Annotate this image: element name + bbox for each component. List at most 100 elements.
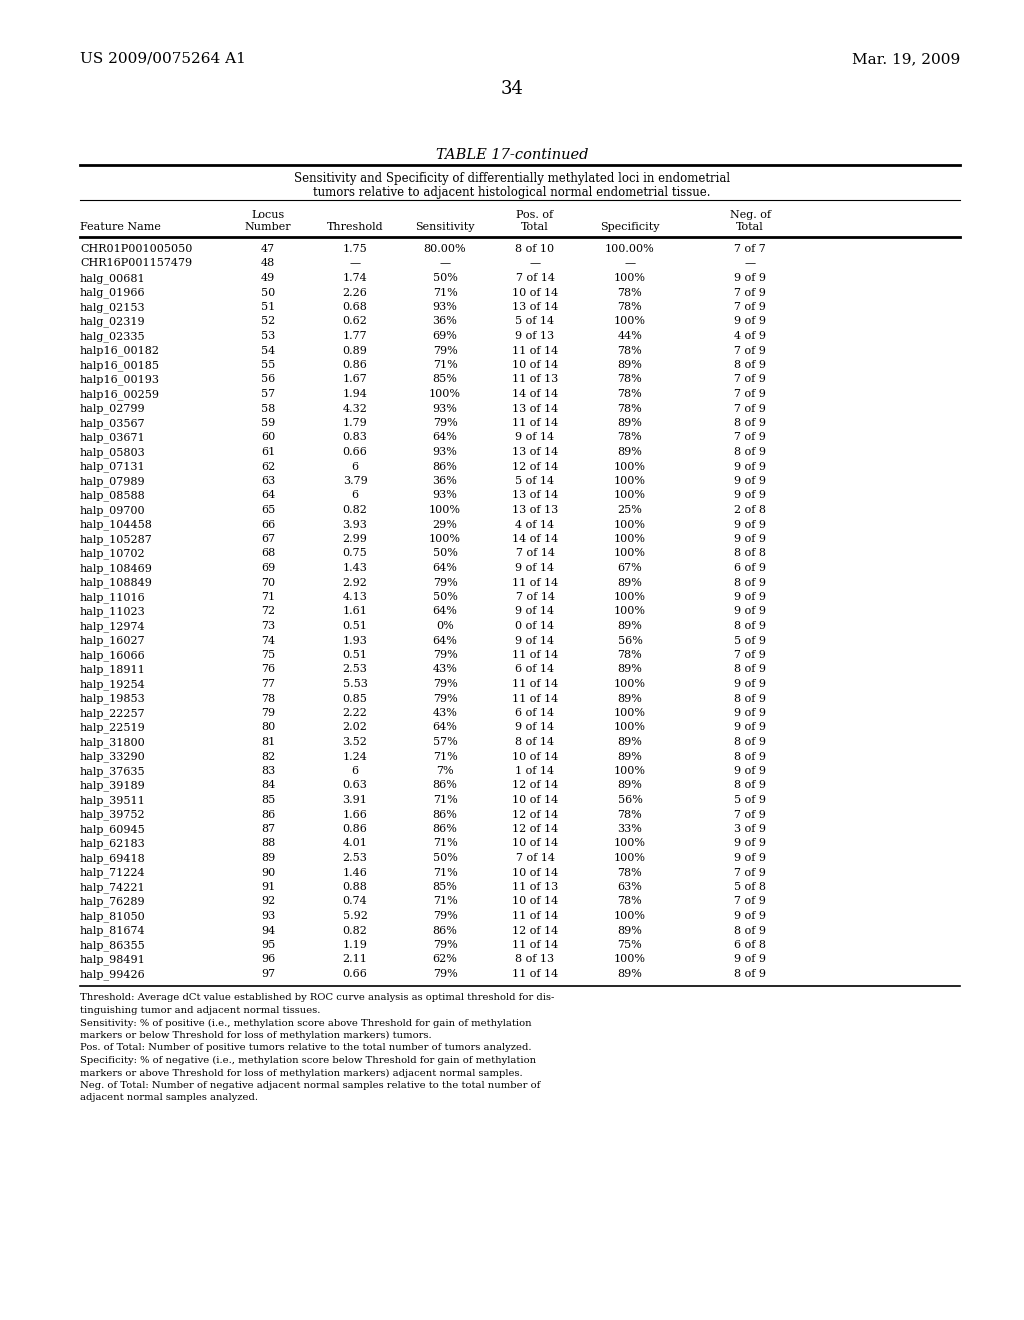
- Text: 58: 58: [261, 404, 275, 413]
- Text: 78%: 78%: [617, 288, 642, 297]
- Text: 79%: 79%: [432, 418, 458, 428]
- Text: 2.26: 2.26: [343, 288, 368, 297]
- Text: 0.83: 0.83: [343, 433, 368, 442]
- Text: 47: 47: [261, 244, 275, 253]
- Text: 100%: 100%: [614, 477, 646, 486]
- Text: 7 of 9: 7 of 9: [734, 809, 766, 820]
- Text: 52: 52: [261, 317, 275, 326]
- Text: halp_07131: halp_07131: [80, 462, 145, 473]
- Text: 100%: 100%: [614, 273, 646, 282]
- Text: 5.53: 5.53: [343, 678, 368, 689]
- Text: halp_22519: halp_22519: [80, 722, 145, 733]
- Text: 61: 61: [261, 447, 275, 457]
- Text: 100%: 100%: [614, 678, 646, 689]
- Text: 34: 34: [501, 81, 523, 98]
- Text: 9 of 9: 9 of 9: [734, 911, 766, 921]
- Text: 12 of 14: 12 of 14: [512, 780, 558, 791]
- Text: 73: 73: [261, 620, 275, 631]
- Text: 80: 80: [261, 722, 275, 733]
- Text: 85%: 85%: [432, 882, 458, 892]
- Text: 0.86: 0.86: [343, 360, 368, 370]
- Text: Specificity: Specificity: [600, 222, 659, 232]
- Text: 0.75: 0.75: [343, 549, 368, 558]
- Text: 1.24: 1.24: [343, 751, 368, 762]
- Text: 4.32: 4.32: [343, 404, 368, 413]
- Text: 93%: 93%: [432, 491, 458, 500]
- Text: 1.79: 1.79: [343, 418, 368, 428]
- Text: halp_10702: halp_10702: [80, 549, 145, 560]
- Text: 7%: 7%: [436, 766, 454, 776]
- Text: 6: 6: [351, 766, 358, 776]
- Text: halp_86355: halp_86355: [80, 940, 145, 950]
- Text: 2.53: 2.53: [343, 853, 368, 863]
- Text: 25%: 25%: [617, 506, 642, 515]
- Text: Threshold: Average dCt value established by ROC curve analysis as optimal thresh: Threshold: Average dCt value established…: [80, 994, 554, 1002]
- Text: 1.43: 1.43: [343, 564, 368, 573]
- Text: halp_69418: halp_69418: [80, 853, 145, 863]
- Text: 1.75: 1.75: [343, 244, 368, 253]
- Text: halp_22257: halp_22257: [80, 708, 145, 718]
- Text: 7 of 14: 7 of 14: [515, 853, 555, 863]
- Text: 100%: 100%: [429, 506, 461, 515]
- Text: 71%: 71%: [432, 751, 458, 762]
- Text: 7 of 9: 7 of 9: [734, 302, 766, 312]
- Text: 86%: 86%: [432, 809, 458, 820]
- Text: —: —: [439, 259, 451, 268]
- Text: 0 of 14: 0 of 14: [515, 620, 555, 631]
- Text: halg_00681: halg_00681: [80, 273, 145, 284]
- Text: 7 of 9: 7 of 9: [734, 346, 766, 355]
- Text: 1.67: 1.67: [343, 375, 368, 384]
- Text: 1.77: 1.77: [343, 331, 368, 341]
- Text: 64%: 64%: [432, 564, 458, 573]
- Text: 78%: 78%: [617, 302, 642, 312]
- Text: 1.74: 1.74: [343, 273, 368, 282]
- Text: 71%: 71%: [432, 288, 458, 297]
- Text: 89%: 89%: [617, 780, 642, 791]
- Text: halp_62183: halp_62183: [80, 838, 145, 849]
- Text: 94: 94: [261, 925, 275, 936]
- Text: halp_08588: halp_08588: [80, 491, 145, 502]
- Text: 100%: 100%: [614, 591, 646, 602]
- Text: 72: 72: [261, 606, 275, 616]
- Text: 9 of 9: 9 of 9: [734, 722, 766, 733]
- Text: 8 of 9: 8 of 9: [734, 620, 766, 631]
- Text: halp_76289: halp_76289: [80, 896, 145, 907]
- Text: 86%: 86%: [432, 925, 458, 936]
- Text: 12 of 14: 12 of 14: [512, 925, 558, 936]
- Text: 10 of 14: 10 of 14: [512, 751, 558, 762]
- Text: US 2009/0075264 A1: US 2009/0075264 A1: [80, 51, 246, 66]
- Text: 9 of 9: 9 of 9: [734, 954, 766, 965]
- Text: 79%: 79%: [432, 693, 458, 704]
- Text: 100%: 100%: [614, 462, 646, 471]
- Text: 79%: 79%: [432, 578, 458, 587]
- Text: 9 of 9: 9 of 9: [734, 766, 766, 776]
- Text: 76: 76: [261, 664, 275, 675]
- Text: 4.01: 4.01: [343, 838, 368, 849]
- Text: Total: Total: [521, 222, 549, 232]
- Text: 11 of 14: 11 of 14: [512, 911, 558, 921]
- Text: 60: 60: [261, 433, 275, 442]
- Text: 11 of 14: 11 of 14: [512, 678, 558, 689]
- Text: 54: 54: [261, 346, 275, 355]
- Text: 84: 84: [261, 780, 275, 791]
- Text: 50%: 50%: [432, 273, 458, 282]
- Text: 57: 57: [261, 389, 275, 399]
- Text: halg_02335: halg_02335: [80, 331, 145, 342]
- Text: 13 of 14: 13 of 14: [512, 302, 558, 312]
- Text: halp_12974: halp_12974: [80, 620, 145, 632]
- Text: 10 of 14: 10 of 14: [512, 896, 558, 907]
- Text: 100%: 100%: [614, 708, 646, 718]
- Text: halp_19853: halp_19853: [80, 693, 145, 704]
- Text: CHR16P001157479: CHR16P001157479: [80, 259, 193, 268]
- Text: tinguishing tumor and adjacent normal tissues.: tinguishing tumor and adjacent normal ti…: [80, 1006, 321, 1015]
- Text: 89%: 89%: [617, 578, 642, 587]
- Text: halp_108469: halp_108469: [80, 564, 153, 574]
- Text: 69%: 69%: [432, 331, 458, 341]
- Text: 43%: 43%: [432, 664, 458, 675]
- Text: 5 of 8: 5 of 8: [734, 882, 766, 892]
- Text: 7 of 14: 7 of 14: [515, 549, 555, 558]
- Text: 4.13: 4.13: [343, 591, 368, 602]
- Text: Feature Name: Feature Name: [80, 222, 161, 232]
- Text: 8 of 10: 8 of 10: [515, 244, 555, 253]
- Text: 96: 96: [261, 954, 275, 965]
